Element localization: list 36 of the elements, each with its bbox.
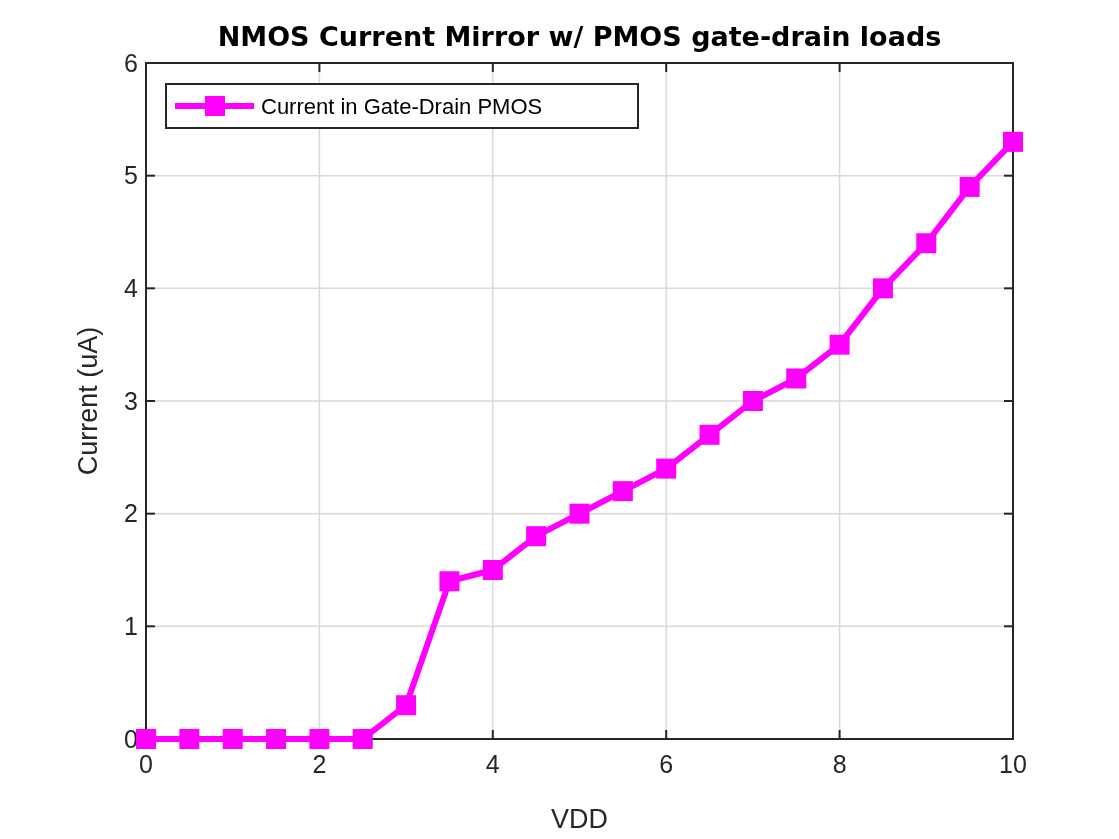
point [222,729,243,749]
x-tick-label: 4 [485,750,500,778]
x-axis-title: VDD [550,804,609,834]
x-tick-label: 10 [999,750,1027,778]
legend-label: Current in Gate-Drain PMOS [261,93,543,119]
y-tick-label: 3 [124,386,138,415]
point [266,729,287,749]
y-tick-label: 6 [124,48,138,77]
point [916,233,937,254]
chart-title: NMOS Current Mirror w/ PMOS gate-drain loads [217,21,942,52]
point [569,503,590,524]
point [829,334,850,355]
x-tick-label: 6 [659,750,674,778]
y-tick-label: 5 [124,161,138,190]
point [699,424,720,445]
point [656,458,677,479]
x-tick-label: 2 [312,750,327,778]
point [136,729,156,749]
point [439,571,460,592]
point [396,695,417,716]
point [526,526,547,547]
point [742,391,763,411]
point [959,176,980,197]
point [352,729,373,749]
y-tick-label: 1 [124,612,138,641]
point [786,368,807,389]
y-tick-label: 2 [124,499,138,528]
y-axis-title: Current (uA) [73,326,103,476]
point [612,481,633,502]
point [179,729,200,749]
point [309,729,330,749]
x-tick-label: 8 [832,750,847,778]
point [872,278,893,299]
point [1003,131,1023,152]
y-tick-label: 4 [124,274,139,303]
point [482,560,503,580]
